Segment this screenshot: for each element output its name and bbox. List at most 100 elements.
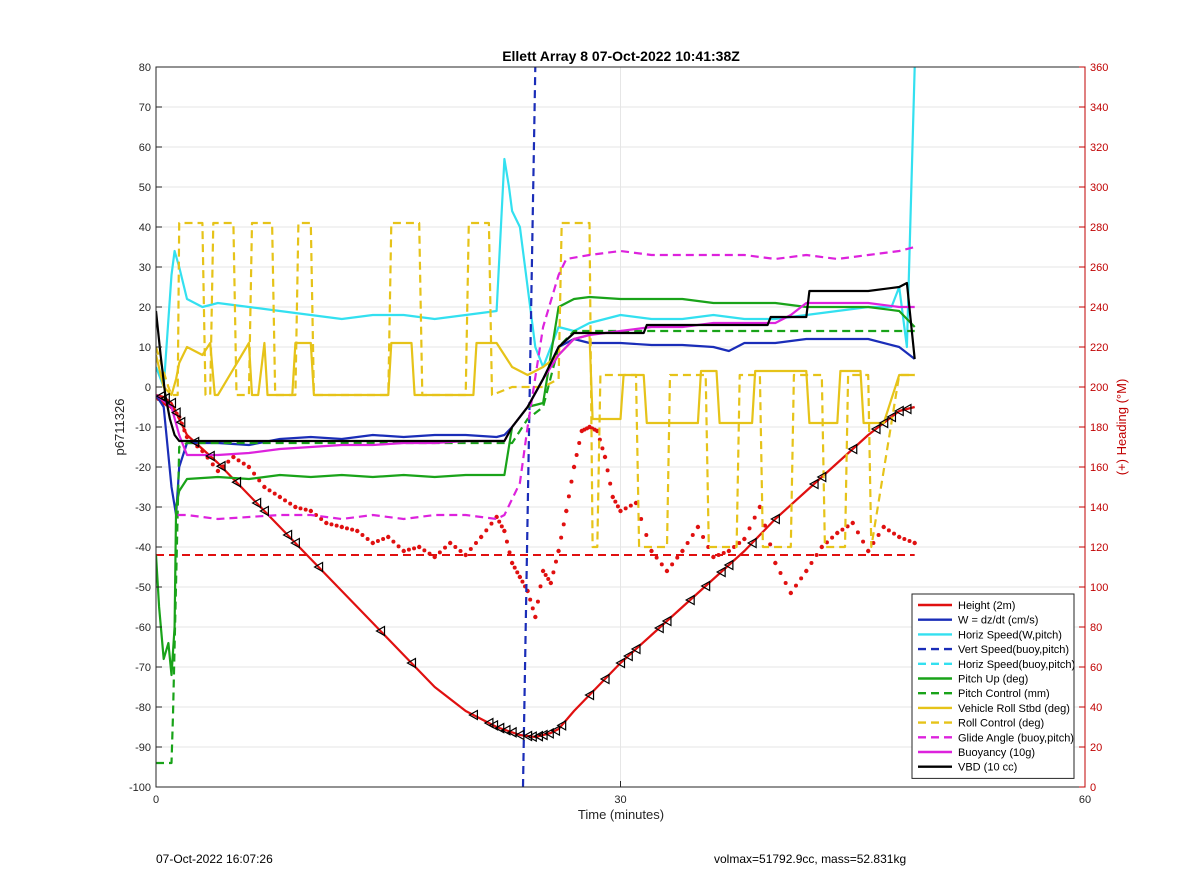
heading-point	[835, 530, 840, 536]
height-marker	[375, 625, 386, 637]
y-tick-label: 50	[139, 182, 151, 194]
y-tick-label: 0	[145, 382, 151, 394]
heading-point	[866, 548, 871, 554]
heading-point	[559, 535, 564, 540]
heading-point	[768, 542, 773, 547]
heading-point	[799, 576, 804, 581]
heading-point	[298, 506, 303, 511]
height-marker	[313, 561, 324, 573]
heading-point	[226, 459, 231, 464]
series-height-2m	[156, 393, 915, 739]
plot-area	[156, 67, 917, 787]
height-marker	[715, 566, 726, 578]
heading-point	[564, 508, 569, 514]
heading-point	[793, 583, 798, 588]
y-tick-label: -50	[135, 582, 151, 594]
heading-point	[528, 597, 533, 602]
heading-point	[484, 528, 489, 533]
heading-point	[773, 560, 778, 566]
heading-point	[533, 614, 538, 620]
height-marker	[684, 594, 695, 606]
legend-label: VBD (10 cc)	[958, 762, 1017, 774]
height-marker	[204, 450, 215, 462]
y-tick-label: -60	[135, 622, 151, 634]
height-marker	[488, 719, 499, 731]
heading-point	[520, 579, 525, 584]
height-marker	[500, 724, 511, 736]
heading-point	[406, 547, 411, 552]
heading-point	[602, 454, 608, 460]
height-marker	[653, 622, 664, 634]
heading-point	[897, 534, 902, 540]
height-marker	[251, 497, 262, 509]
y-tick-label: -40	[135, 542, 151, 554]
height-marker	[661, 615, 672, 627]
heading-point	[675, 555, 680, 560]
heading-point	[396, 544, 401, 549]
y-tick-label: 10	[139, 342, 151, 354]
heading-point	[577, 441, 582, 445]
height-marker	[406, 657, 417, 669]
y-tick-label: 70	[139, 102, 151, 114]
y2-tick-label: 200	[1090, 382, 1108, 394]
legend-label: Roll Control (deg)	[958, 718, 1044, 730]
height-marker	[468, 709, 479, 721]
heading-point	[737, 541, 742, 545]
heading-point	[881, 524, 886, 530]
height-marker	[522, 730, 533, 742]
heading-point	[412, 546, 417, 551]
legend-label: Glide Angle (buoy,pitch)	[958, 732, 1074, 744]
y-tick-label: -30	[135, 502, 151, 514]
legend-label: Pitch Up (deg)	[958, 674, 1028, 686]
heading-point	[283, 498, 288, 503]
heading-point	[215, 468, 221, 474]
y-tick-label: -70	[135, 662, 151, 674]
heading-point	[437, 550, 442, 555]
heading-point	[633, 500, 639, 506]
heading-point	[861, 539, 866, 544]
heading-point	[670, 562, 675, 567]
heading-point	[569, 479, 574, 484]
heading-point	[726, 548, 732, 554]
height-marker	[514, 729, 525, 741]
heading-point	[308, 508, 314, 514]
y2-tick-label: 300	[1090, 182, 1108, 194]
height-marker	[160, 392, 170, 404]
y2-tick-label: 240	[1090, 302, 1108, 314]
heading-point	[375, 539, 380, 543]
heading-point	[613, 499, 618, 504]
heading-point	[566, 494, 571, 499]
heading-point	[386, 534, 391, 540]
heading-point	[721, 551, 726, 555]
heading-point	[432, 554, 437, 560]
heading-point	[695, 524, 701, 530]
heading-point	[757, 504, 763, 510]
height-marker	[816, 471, 827, 483]
heading-point	[453, 545, 458, 549]
y-tick-label: 80	[139, 62, 151, 74]
heading-point	[747, 526, 752, 531]
legend: Height (2m) W = dz/dt (cm/s) Horiz Speed(W…	[911, 593, 1075, 779]
y-tick-label: -80	[135, 702, 151, 714]
series-vbd-10-cc	[156, 281, 916, 443]
heading-point	[350, 527, 355, 532]
heading-point	[355, 528, 360, 534]
heading-point	[401, 548, 406, 554]
y2-tick-label: 80	[1090, 622, 1102, 634]
legend-label: Pitch Control (mm)	[958, 688, 1050, 700]
y2-tick-label: 160	[1090, 462, 1108, 474]
heading-point	[443, 545, 448, 550]
heading-point	[690, 533, 695, 537]
heading-point	[824, 540, 829, 545]
heading-point	[507, 550, 512, 555]
legend-label: Buoyancy (10g)	[958, 747, 1035, 759]
series-pitch-up-deg	[156, 295, 916, 677]
y-tick-label: 40	[139, 222, 151, 234]
heading-point	[463, 552, 468, 558]
legend-label: W = dz/dt (cm/s)	[958, 615, 1038, 627]
footer-vehicle-info: volmax=51792.9cc, mass=52.831kg	[714, 852, 907, 866]
heading-point	[512, 565, 517, 570]
height-marker	[886, 411, 897, 423]
heading-point	[319, 517, 324, 521]
series-vehicle-roll-stbd-deg	[156, 333, 915, 425]
